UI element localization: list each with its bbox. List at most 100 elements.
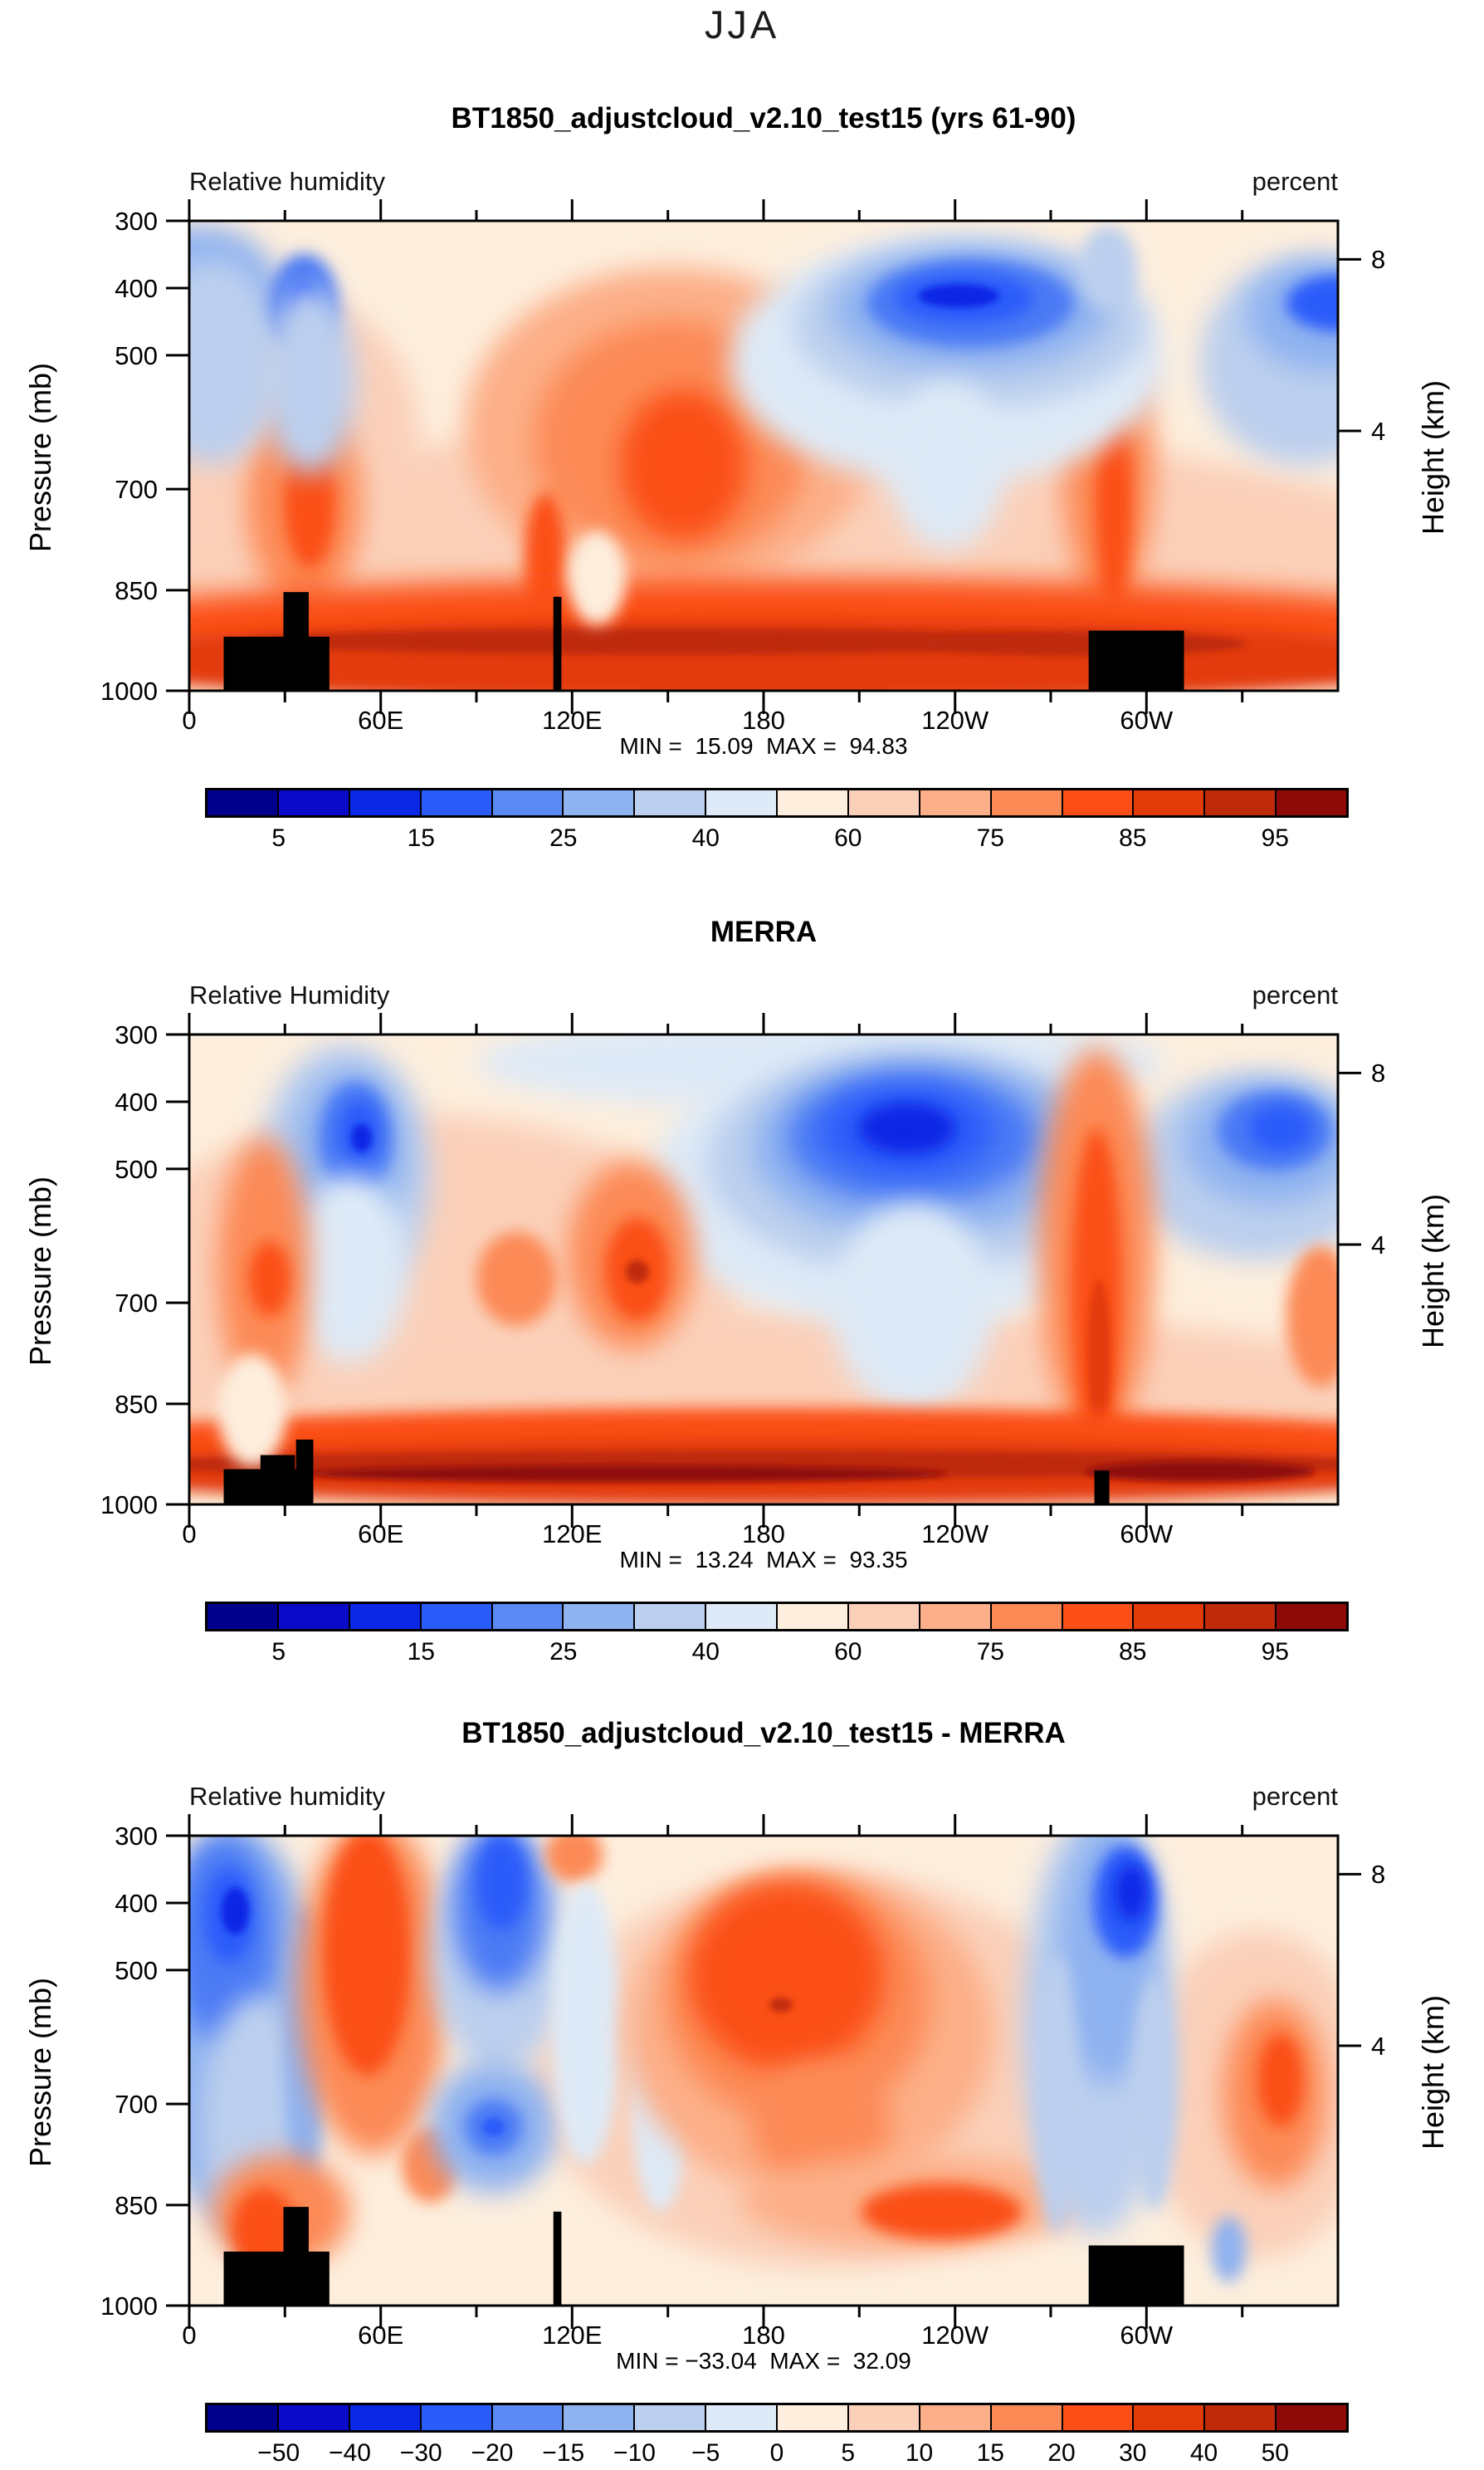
colorbar-cell — [1277, 1604, 1346, 1629]
colorbar-tick-label: 10 — [905, 2439, 934, 2467]
colorbar-cell — [778, 2405, 849, 2430]
height-tick-label: 4 — [1371, 2032, 1386, 2061]
season-suptitle: JJA — [704, 2, 780, 46]
height-axis-label: Height (km) — [1416, 1193, 1450, 1349]
longitude-tick-label: 120W — [921, 706, 989, 735]
colorbar-cell — [421, 2405, 493, 2430]
longitude-tick-label: 60E — [358, 2321, 404, 2350]
units-label: percent — [1252, 167, 1338, 196]
colorbar-cell — [1134, 2405, 1206, 2430]
variable-label: Relative humidity — [189, 1782, 386, 1811]
longitude-tick-label: 0 — [182, 2321, 197, 2350]
pressure-tick-label: 300 — [115, 207, 158, 236]
colorbar-tick-label: 5 — [841, 2439, 856, 2467]
longitude-tick-label: 120E — [542, 2321, 603, 2350]
colorbar-cell — [920, 1604, 992, 1629]
panel-subheader: Relative Humidity percent — [189, 981, 1338, 1010]
colorbar — [205, 2403, 1349, 2433]
colorbar-cell — [1205, 790, 1277, 815]
height-tick-label: 8 — [1371, 1860, 1386, 1890]
longitude-tick-label: 180 — [742, 706, 785, 735]
colorbar-tick-label: 30 — [1119, 2439, 1147, 2467]
colorbar-tick-label: −5 — [691, 2439, 720, 2467]
pressure-tick-label: 300 — [115, 1020, 158, 1049]
colorbar-cell — [564, 1604, 636, 1629]
colorbar-cell — [421, 790, 493, 815]
longitude-tick-label: 60W — [1120, 706, 1174, 735]
colorbar — [205, 788, 1349, 818]
colorbar-tick-label: −50 — [257, 2439, 300, 2467]
pressure-tick-label: 850 — [115, 2190, 158, 2220]
colorbar — [205, 1602, 1349, 1631]
panel-subheader: Relative humidity percent — [189, 167, 1338, 197]
longitude-tick-label: 180 — [742, 2321, 785, 2350]
colorbar-tick-label: 95 — [1261, 1638, 1289, 1665]
longitude-tick-label: 120E — [542, 706, 603, 735]
panel-subheader: Relative humidity percent — [189, 1782, 1338, 1812]
colorbar-cell — [920, 790, 992, 815]
colorbar-cell — [848, 790, 920, 815]
units-label: percent — [1252, 1782, 1338, 1811]
minmax-readout: MIN = 15.09 MAX = 94.83 — [619, 733, 908, 759]
colorbar-tick-label: 25 — [549, 1638, 578, 1665]
pressure-tick-label: 1000 — [100, 2291, 158, 2321]
variable-label: Relative Humidity — [189, 981, 390, 1010]
colorbar-cell — [421, 1604, 493, 1629]
colorbar-cell — [1062, 1604, 1135, 1629]
pressure-tick-label: 500 — [115, 340, 158, 370]
longitude-tick-label: 60E — [358, 1519, 404, 1548]
colorbar-cell — [1277, 790, 1346, 815]
pressure-tick-label: 500 — [115, 1154, 158, 1184]
longitude-tick-label: 0 — [182, 706, 197, 735]
colorbar-tick-label: 75 — [976, 1638, 1004, 1665]
colorbar-tick-label: 15 — [976, 2439, 1004, 2467]
colorbar-cell — [207, 790, 279, 815]
pressure-tick-label: 1000 — [100, 677, 158, 706]
panel-title: BT1850_adjustcloud_v2.10_test15 - MERRA — [461, 1717, 1066, 1749]
colorbar-cell — [564, 790, 636, 815]
colorbar-cell — [1062, 790, 1135, 815]
colorbar-cell — [778, 790, 849, 815]
colorbar-cell — [1277, 2405, 1346, 2430]
colorbar-tick-label: 95 — [1261, 824, 1289, 852]
longitude-tick-label: 180 — [742, 1519, 785, 1548]
colorbar-cell — [492, 1604, 564, 1629]
pressure-tick-label: 1000 — [100, 1490, 158, 1519]
colorbar-cell — [1062, 2405, 1135, 2430]
colorbar-tick-label: 50 — [1261, 2439, 1289, 2467]
colorbar-cell — [492, 2405, 564, 2430]
pressure-tick-label: 700 — [115, 1289, 158, 1318]
colorbar-tick-label: 40 — [691, 1638, 720, 1665]
pressure-tick-label: 400 — [115, 273, 158, 303]
colorbar-cell — [349, 1604, 422, 1629]
pressure-tick-label: 700 — [115, 475, 158, 505]
colorbar-cell — [848, 2405, 920, 2430]
height-tick-label: 4 — [1371, 417, 1386, 446]
pressure-tick-label: 850 — [115, 1389, 158, 1419]
colorbar-tick-label: −10 — [613, 2439, 656, 2467]
colorbar-tick-label: 0 — [769, 2439, 784, 2467]
colorbar-tick-label: −30 — [399, 2439, 442, 2467]
colorbar-tick-label: 15 — [407, 824, 435, 852]
colorbar-cell — [706, 790, 778, 815]
colorbar-tick-label: 25 — [549, 824, 578, 852]
panel-merra: MERRA Relative Humidity percent Pressure… — [0, 916, 1484, 1738]
pressure-tick-label: 500 — [115, 1955, 158, 1985]
colorbar-cell — [278, 790, 350, 815]
longitude-tick-label: 0 — [182, 1519, 197, 1548]
colorbar-cell — [349, 2405, 422, 2430]
longitude-tick-label: 60W — [1120, 1519, 1174, 1548]
colorbar-cell — [492, 790, 564, 815]
pressure-tick-label: 400 — [115, 1888, 158, 1918]
minmax-readout: MIN = −33.04 MAX = 32.09 — [616, 2348, 911, 2374]
colorbar-cell — [991, 1604, 1063, 1629]
colorbar-tick-label: 60 — [834, 1638, 862, 1665]
colorbar-tick-label: 15 — [407, 1638, 435, 1665]
colorbar-tick-label: 85 — [1119, 824, 1147, 852]
minmax-readout: MIN = 13.24 MAX = 93.35 — [619, 1547, 908, 1572]
longitude-tick-label: 120E — [542, 1519, 603, 1548]
colorbar-cell — [207, 1604, 279, 1629]
colorbar-tick-label: 5 — [271, 824, 286, 852]
colorbar-tick-label: 5 — [271, 1638, 286, 1665]
colorbar-tick-label: 20 — [1047, 2439, 1076, 2467]
